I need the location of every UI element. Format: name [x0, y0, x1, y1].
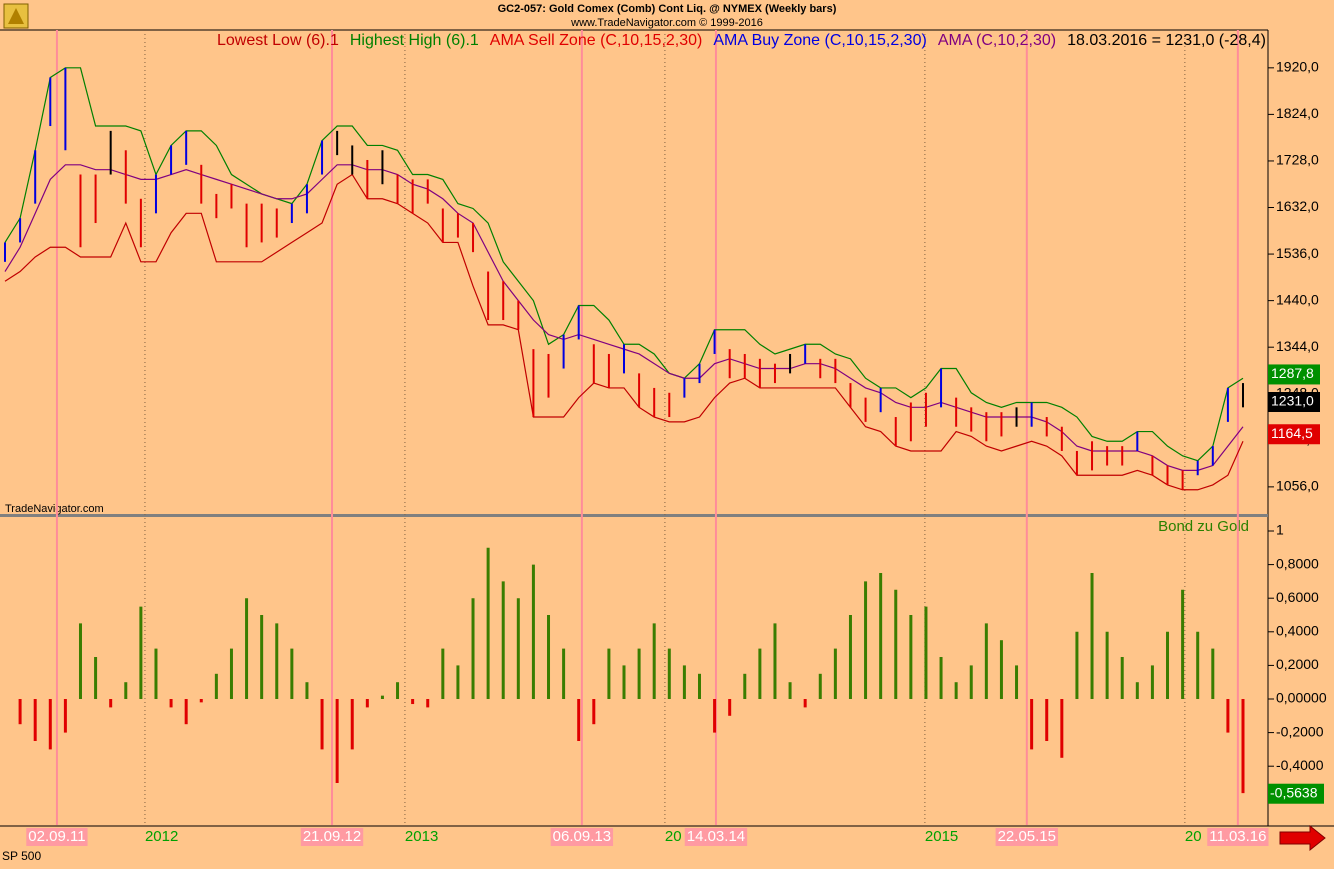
panel-title: Bond zu Gold	[1158, 518, 1249, 535]
event-label: 11.03.16	[1209, 828, 1266, 845]
x-tick-label: 2013	[405, 828, 438, 845]
event-label-bg	[550, 828, 614, 846]
y-tick-label: 0,4000	[1276, 623, 1319, 639]
chart-subtitle: www.TradeNavigator.com © 1999-2016	[570, 17, 763, 29]
event-label: 21.09.12	[303, 828, 361, 845]
value-marker-box	[1268, 783, 1324, 804]
price-marker-label: 1164,5	[1271, 425, 1313, 441]
y-tick-label: 1728,0	[1276, 152, 1319, 168]
footer-label: SP 500	[2, 849, 41, 863]
value-marker-label: -0,5638	[1270, 784, 1318, 800]
x-tick-label: 20	[1185, 828, 1202, 845]
event-label-bg	[26, 828, 88, 846]
chart-title: GC2-057: Gold Comex (Comb) Cont Liq. @ N…	[498, 3, 837, 15]
price-marker-label: 1231,0	[1271, 393, 1314, 409]
legend-entry: Lowest Low (6).1	[217, 32, 339, 49]
y-tick-label: 1632,0	[1276, 198, 1319, 214]
x-tick-label: 2012	[145, 828, 178, 845]
price-marker-label: 1287,8	[1271, 365, 1314, 381]
y-tick-label: -0,2000	[1276, 723, 1324, 739]
price-marker-box	[1268, 424, 1320, 445]
indicator-line	[4, 173, 1244, 491]
y-tick-label: 1056,0	[1276, 478, 1319, 494]
x-tick-label: 2015	[925, 828, 958, 845]
x-tick-label: 20	[665, 828, 682, 845]
event-label: 02.09.11	[28, 828, 85, 845]
y-tick-label: 1344,0	[1276, 338, 1319, 354]
legend-entry: AMA (C,10,2,30)	[938, 32, 1056, 49]
y-tick-label: 1536,0	[1276, 245, 1319, 261]
watermark: TradeNavigator.com	[5, 503, 104, 515]
y-tick-label: 0,8000	[1276, 555, 1319, 571]
status-text: 18.03.2016 = 1231,0 (-28,4)	[1067, 32, 1266, 49]
event-label-bg	[1207, 828, 1269, 846]
event-label: 14.03.14	[687, 828, 745, 845]
y-tick-label: 1440,0	[1276, 291, 1319, 307]
y-tick-label: 1824,0	[1276, 105, 1319, 121]
scroll-arrow[interactable]	[1279, 824, 1326, 852]
panel-separator	[0, 514, 1268, 517]
event-label: 22.05.15	[998, 828, 1056, 845]
event-label-bg	[684, 828, 748, 846]
price-marker-box	[1268, 391, 1320, 412]
legend-entry: AMA Buy Zone (C,10,15,2,30)	[713, 32, 926, 49]
legend-entry: AMA Sell Zone (C,10,15,2,30)	[490, 32, 703, 49]
y-tick-label: 0,00000	[1276, 690, 1327, 706]
logo-icon	[3, 3, 29, 29]
price-marker-box	[1268, 364, 1320, 385]
y-tick-label: 1	[1276, 522, 1284, 538]
labels-layer: 2012 2013 20 2015 20 02.09.11 21.09.12 06.09.13…	[26, 32, 1327, 846]
y-tick-label: 1920,0	[1276, 59, 1319, 75]
event-label: 06.09.13	[553, 828, 611, 845]
y-tick-label: 0,2000	[1276, 656, 1319, 672]
y-tick-label: -0,4000	[1276, 757, 1324, 773]
legend-entry: Highest High (6).1	[350, 32, 479, 49]
header-band	[0, 0, 1334, 30]
marks-layer	[4, 67, 1245, 794]
event-label-bg	[300, 828, 364, 846]
event-label-bg	[995, 828, 1058, 846]
y-tick-label: 0,6000	[1276, 589, 1319, 605]
